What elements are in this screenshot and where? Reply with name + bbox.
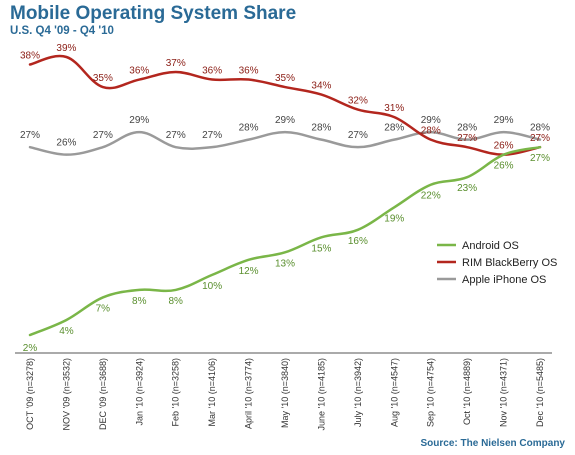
series-line-apple-iphone-os [28,130,542,156]
data-label: 28% [384,123,404,134]
series-line-rim-blackberry-os [28,54,542,156]
data-label: 38% [20,51,40,62]
data-label: 29% [494,115,514,126]
data-label: 27% [166,130,186,141]
x-tick-label: Oct '10 (n=4889) [462,358,472,425]
x-tick-labels: OCT '09 (n=3278) NOV '09 (n=3532) DEC '09 … [25,358,545,431]
data-label: 27% [457,133,477,144]
data-label: 22% [421,191,441,202]
data-label: 35% [93,73,113,84]
data-label: 4% [59,326,74,337]
data-label: 37% [166,58,186,69]
chart-subtitle: U.S. Q4 '09 - Q4 '10 [10,25,114,37]
legend-entry: Apple iPhone OS [462,274,546,286]
data-label: 26% [494,141,514,152]
source-note: Source: The Nielsen Company [420,438,565,449]
data-label: 32% [348,96,368,107]
data-label: 34% [311,81,331,92]
legend: Android OS RIM BlackBerry OS Apple iPhone … [437,240,557,286]
x-tick-label: OCT '09 (n=3278) [25,358,35,430]
x-tick-label: April '10 (n=3774) [244,358,254,429]
data-label: 28% [239,123,259,134]
data-label: 27% [20,130,40,141]
data-label: 19% [384,213,404,224]
data-label: 29% [421,115,441,126]
x-tick-label: Feb '10 (n=3258) [171,358,181,427]
data-label: 35% [275,73,295,84]
series-line-android-os [28,145,542,337]
x-tick-label: NOV '09 (n=3532) [61,358,71,431]
data-label: 2% [23,343,38,354]
legend-entry: RIM BlackBerry OS [462,257,557,269]
data-label: 23% [457,183,477,194]
data-label: 28% [421,126,441,137]
data-label: 28% [530,123,550,134]
data-label: 28% [457,123,477,134]
x-tick-label: Mar '10 (n=4106) [207,358,217,427]
data-label: 8% [168,296,183,307]
x-tick-label: Sep '10 (n=4754) [426,358,436,427]
data-label: 8% [132,296,147,307]
data-label: 27% [93,130,113,141]
data-label: 15% [311,243,331,254]
data-label: 36% [129,66,149,77]
data-label: 39% [56,43,76,54]
data-label: 13% [275,258,295,269]
data-label: 29% [275,115,295,126]
x-tick-label: Jan '10 (n=3924) [134,358,144,426]
legend-entry: Android OS [462,240,519,252]
data-label: 27% [202,130,222,141]
data-labels: 2% 4% 7% 8% 8% 10% 12% 13% 15% 16% 19% 22% 23% 26% 27%… [20,43,550,354]
data-label: 26% [494,161,514,172]
x-tick-label: May '10 (n=3840) [280,358,290,428]
data-label: 36% [202,66,222,77]
data-label: 7% [96,303,111,314]
x-tick-label: DEC '09 (n=3688) [98,358,108,430]
data-label: 26% [56,138,76,149]
series-lines [28,54,542,337]
data-label: 27% [348,130,368,141]
data-label: 16% [348,236,368,247]
x-tick-label: June '10 (n=4185) [316,358,326,431]
data-label: 27% [530,153,550,164]
x-tick-label: Nov '10 (n=4371) [499,358,509,427]
data-label: 31% [384,103,404,114]
x-tick-label: Dec '10 (n=5485) [535,358,545,427]
data-label: 27% [530,133,550,144]
data-label: 10% [202,281,222,292]
chart-title: Mobile Operating System Share [10,3,297,24]
data-label: 29% [129,115,149,126]
data-label: 12% [239,266,259,277]
data-label: 28% [311,123,331,134]
x-tick-label: Aug '10 (n=4547) [389,358,399,427]
data-label: 36% [239,66,259,77]
x-tick-label: July '10 (n=3942) [353,358,363,427]
